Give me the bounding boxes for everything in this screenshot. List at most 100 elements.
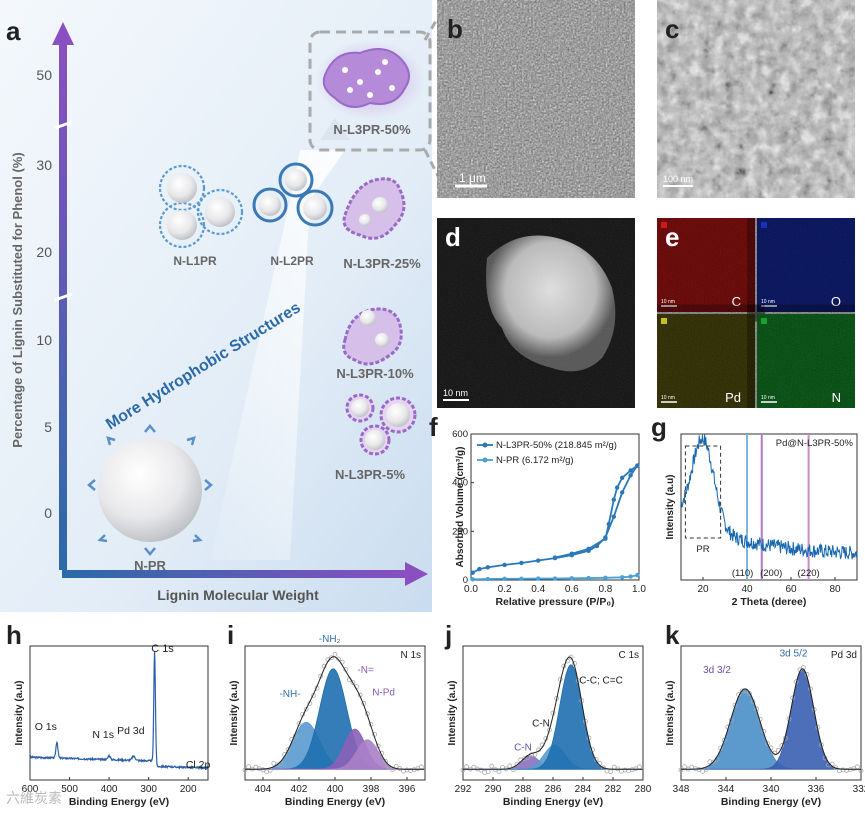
fit-envelope — [680, 668, 862, 770]
chart-title: N 1s — [400, 650, 421, 661]
eds-map-c: 10 nm C — [657, 218, 755, 312]
raw-data-point — [460, 767, 466, 773]
y-axis-label: Intensity (a.u) — [14, 680, 25, 745]
panel-label-e: e — [665, 222, 680, 252]
x-tick-label: 600 — [22, 784, 39, 795]
structure-n-pr: N-PR — [87, 424, 213, 573]
raw-data-point — [285, 747, 291, 752]
series-point — [635, 572, 640, 578]
background-arrow — [210, 150, 345, 560]
y-tick-5: 5 — [44, 419, 52, 435]
series-point — [477, 566, 482, 572]
structure-n-l3pr-50: N-L3PR-50% — [308, 30, 432, 152]
series-line — [554, 464, 638, 559]
eds-map-pd: 10 nm Pd — [657, 314, 755, 408]
scale-bar-b-label: 1 μm — [459, 171, 486, 185]
raw-data-point — [415, 766, 421, 772]
svg-text:N-L2PR: N-L2PR — [270, 254, 314, 268]
y-tick-10: 10 — [36, 332, 52, 348]
plot-frame — [29, 645, 209, 781]
eds-scale-label: 10 nm — [661, 299, 675, 305]
raw-data-point — [514, 761, 520, 767]
svg-text:N-L3PR-10%: N-L3PR-10% — [336, 366, 414, 381]
y-tick-0: 0 — [44, 505, 52, 521]
legend-marker — [482, 442, 488, 448]
x-axis-label: Relative pressure (P/P₀) — [495, 596, 614, 608]
raw-data-point — [382, 758, 388, 764]
eds-map-o: 10 nm O — [757, 218, 855, 312]
x-axis-arrowhead — [405, 562, 428, 586]
arrow-head — [320, 118, 350, 140]
series-point — [519, 576, 524, 581]
watermark: 六維炭素 — [6, 788, 62, 808]
raw-data-point — [242, 767, 248, 773]
x-tick-label: 344 — [718, 784, 735, 795]
x-tick-label: 404 — [255, 784, 272, 795]
x-tick-label: 200 — [180, 784, 197, 795]
x-axis-bar — [62, 570, 412, 578]
haadf-image: 10 nm — [437, 218, 635, 408]
panel-j: 292 290 288 286 284 282 280 Binding Energy (eV)… — [433, 618, 652, 812]
annotation-220: (220) — [798, 568, 820, 579]
raw-data-point — [854, 764, 860, 770]
series-point — [519, 560, 524, 566]
series-point — [620, 475, 625, 480]
chart-title: C 1s — [618, 650, 639, 661]
structure-n-l3pr-25: N-L3PR-25% — [342, 177, 421, 271]
x-tick-label: 0.0 — [464, 584, 478, 595]
x-tick-label: 282 — [605, 784, 622, 795]
panel-label-b: b — [447, 14, 463, 44]
panel-label-k: k — [665, 620, 680, 650]
raw-data-point — [507, 763, 513, 769]
svg-text:N-L3PR-5%: N-L3PR-5% — [335, 467, 406, 482]
peak-label: -N= — [357, 665, 374, 676]
watermark-text: 六維炭素 — [6, 790, 62, 806]
annotation-pr: PR — [696, 544, 709, 555]
x-tick-label: 396 — [399, 784, 416, 795]
x-tick-label: 300 — [140, 784, 157, 795]
panel-i: 404 402 400 398 396 Binding Energy (eV) Intens… — [215, 618, 433, 812]
pr-region-box — [684, 445, 722, 539]
raw-data-point — [678, 767, 684, 773]
y-axis-label: Intensity (a.u) — [447, 680, 458, 745]
annotation-200: (200) — [760, 568, 782, 579]
x-tick-label: 20 — [697, 584, 709, 595]
y-axis-arrowhead — [52, 22, 74, 45]
series-point — [470, 570, 475, 575]
structure-n-l3pr-5: N-L3PR-5% — [335, 393, 417, 482]
x-tick-label: 400 — [327, 784, 344, 795]
bet-isotherm-chart: 0.0 0.2 0.4 0.6 0.8 1.0 Relative pressure (P/P… — [452, 429, 646, 608]
panel-k: 348 344 340 336 332 Binding Energy (eV) Intens… — [651, 618, 865, 812]
structure-n-l2pr: N-L2PR — [252, 162, 334, 268]
survey-spectrum — [29, 651, 209, 771]
raw-data-point — [721, 737, 727, 743]
legend-entry: N-L3PR-50% (218.845 m²/g) — [496, 440, 617, 451]
peak-label: -NH- — [279, 689, 300, 700]
annotation-c1s: C 1s — [151, 643, 174, 655]
raw-data-point — [350, 680, 356, 685]
y-axis-label: Absorbed Volume (cm³/g) — [455, 447, 466, 568]
series-point — [603, 536, 608, 541]
panel-label-h: h — [6, 620, 22, 650]
series-point — [635, 463, 640, 468]
series-point — [536, 576, 541, 581]
component-peak — [245, 668, 425, 770]
raw-data-point — [511, 767, 516, 773]
legend-marker — [482, 457, 488, 463]
series-point — [552, 555, 558, 560]
raw-data-point — [478, 767, 484, 773]
x-axis-label: Binding Energy (eV) — [285, 796, 385, 808]
y-axis-label: Intensity (a.u) — [665, 474, 676, 539]
svg-text:N-L3PR-25%: N-L3PR-25% — [343, 256, 421, 271]
y-tick-30: 30 — [36, 157, 52, 173]
panel-label-a: a — [6, 16, 21, 46]
series-point — [620, 575, 625, 580]
xrd-chart: 20 40 60 80 2 Theta (deree) Intensity (a.u) PR… — [665, 433, 858, 608]
raw-data-point — [851, 766, 857, 772]
x-tick-label: 1.0 — [632, 584, 646, 595]
series-point — [628, 468, 633, 473]
sem-image: 1 μm — [437, 0, 635, 198]
plot-frame — [680, 433, 858, 581]
eds-element-label: Pd — [725, 390, 741, 405]
y-axis-label: Percentage of Lignin Substituted for Phe… — [10, 152, 25, 447]
